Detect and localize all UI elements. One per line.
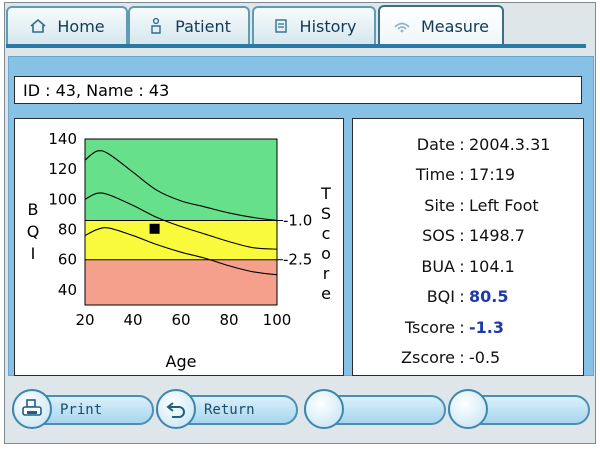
y-tick-label: 100 bbox=[48, 190, 77, 208]
bqi-chart-panel: -1.0 -2.5 40 60 80 100 120 140 20 40 60 80 100 Age B Q I… bbox=[14, 118, 344, 376]
info-row-time: Time:17:19 bbox=[353, 160, 583, 191]
info-label: BQI bbox=[426, 287, 455, 307]
info-colon: : bbox=[459, 317, 465, 337]
tab-label: Patient bbox=[175, 16, 231, 36]
y-tick-label: 80 bbox=[58, 221, 77, 239]
tab-measure[interactable]: Measure bbox=[378, 5, 504, 45]
tab-underline bbox=[6, 44, 586, 48]
y-tick-label: 60 bbox=[58, 251, 77, 269]
info-colon: : bbox=[459, 287, 465, 307]
history-icon bbox=[272, 17, 290, 35]
bqi-chart: -1.0 -2.5 40 60 80 100 120 140 20 40 60 80 100 Age B Q I… bbox=[27, 130, 331, 371]
info-row-site: Site: Left Foot bbox=[353, 190, 583, 221]
threshold-label: -1.0 bbox=[283, 211, 312, 229]
info-row-tscore: Tscore: -1.3 bbox=[353, 312, 583, 343]
tab-history[interactable]: History bbox=[252, 6, 376, 44]
info-label: Zscore bbox=[401, 348, 455, 368]
x-tick-label: 40 bbox=[123, 311, 142, 329]
info-value: 80.5 bbox=[469, 287, 509, 307]
tab-patient[interactable]: Patient bbox=[128, 6, 250, 44]
info-value: 104.1 bbox=[469, 256, 515, 276]
info-colon: : bbox=[459, 348, 465, 368]
info-value: Left Foot bbox=[469, 195, 539, 215]
threshold-label: -2.5 bbox=[283, 251, 312, 269]
info-row-sos: SOS:1498.7 bbox=[353, 221, 583, 252]
info-row-bua: BUA:104.1 bbox=[353, 251, 583, 282]
info-colon: : bbox=[459, 226, 465, 246]
chart-band-2 bbox=[85, 259, 277, 305]
result-panel: Date:2004.3.31 Time:17:19 Site: Left Foot SO… bbox=[352, 118, 584, 376]
wifi-icon bbox=[393, 17, 411, 35]
x-tick-label: 20 bbox=[75, 311, 94, 329]
info-label: Time bbox=[415, 165, 455, 185]
info-row-zscore: Zscore: -0.5 bbox=[353, 343, 583, 374]
x-tick-label: 60 bbox=[171, 311, 190, 329]
print-button-label: Print bbox=[60, 402, 103, 418]
tab-label: Measure bbox=[421, 16, 489, 36]
tab-home[interactable]: Home bbox=[6, 6, 128, 44]
blank-button-1-circle bbox=[304, 389, 344, 429]
tab-label: Home bbox=[57, 16, 105, 36]
info-colon: : bbox=[459, 165, 465, 185]
info-label: SOS bbox=[422, 226, 455, 246]
info-value: -0.5 bbox=[469, 348, 501, 368]
info-label: Date bbox=[416, 134, 455, 154]
info-value: -1.3 bbox=[469, 317, 504, 337]
home-icon bbox=[29, 17, 47, 35]
info-label: Tscore bbox=[404, 317, 455, 337]
patient-icon bbox=[147, 17, 165, 35]
bottom-toolbar: Print Return bbox=[8, 385, 592, 439]
info-colon: : bbox=[459, 256, 465, 276]
chart-band-0 bbox=[85, 139, 277, 221]
patient-id-field: ID : 43, Name : 43 bbox=[14, 76, 582, 104]
series-line-0 bbox=[84, 150, 278, 222]
tab-label: History bbox=[299, 16, 357, 36]
printer-icon bbox=[12, 389, 52, 429]
info-label: BUA bbox=[421, 256, 455, 276]
info-row-bqi: BQI:80.5 bbox=[353, 282, 583, 313]
info-colon: : bbox=[459, 195, 465, 215]
x-axis-label: Age bbox=[166, 352, 197, 371]
info-value: 2004.3.31 bbox=[469, 134, 551, 154]
plot-frame bbox=[84, 138, 278, 306]
y-tick-label: 140 bbox=[48, 130, 77, 148]
x-tick-label: 100 bbox=[263, 311, 292, 329]
y-tick-label: 40 bbox=[58, 281, 77, 299]
info-value: 1498.7 bbox=[469, 226, 525, 246]
patient-id-text: ID : 43, Name : 43 bbox=[23, 80, 170, 100]
info-colon: : bbox=[459, 134, 465, 154]
return-arrow-icon bbox=[156, 389, 196, 429]
y-tick-label: 120 bbox=[48, 160, 77, 178]
blank-button-2-circle bbox=[448, 389, 488, 429]
series-line-1 bbox=[84, 192, 278, 250]
return-button-label: Return bbox=[204, 402, 255, 418]
info-value: 17:19 bbox=[469, 165, 516, 185]
x-tick-label: 80 bbox=[219, 311, 238, 329]
info-row-date: Date:2004.3.31 bbox=[353, 129, 583, 160]
series-line-2 bbox=[84, 227, 278, 276]
measurement-marker bbox=[149, 223, 160, 234]
info-label: Site bbox=[424, 195, 455, 215]
